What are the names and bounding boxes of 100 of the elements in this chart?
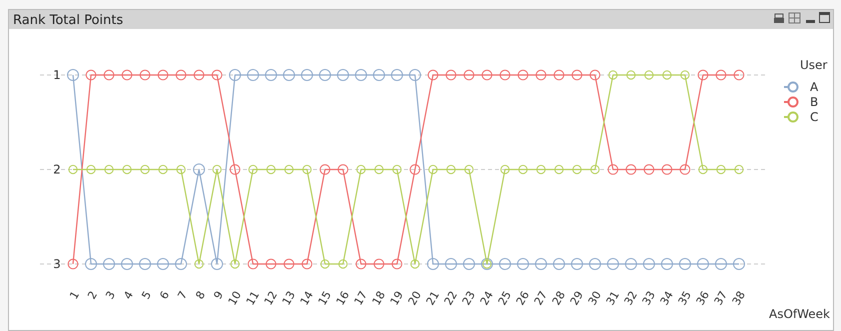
point bbox=[193, 164, 205, 176]
point bbox=[698, 164, 708, 174]
point bbox=[590, 164, 600, 174]
x-tick-label: 13 bbox=[280, 288, 298, 308]
point bbox=[644, 70, 654, 80]
point bbox=[86, 164, 96, 174]
point bbox=[391, 69, 403, 81]
point bbox=[662, 70, 672, 80]
point bbox=[104, 70, 114, 80]
point bbox=[679, 258, 691, 270]
point bbox=[68, 258, 78, 270]
x-tick-label: 29 bbox=[568, 288, 586, 308]
point bbox=[482, 70, 492, 80]
point bbox=[644, 164, 654, 175]
y-tick-label: 2 bbox=[53, 162, 61, 177]
point bbox=[337, 69, 349, 81]
x-tick-label: 22 bbox=[442, 288, 460, 308]
point bbox=[445, 258, 457, 270]
point bbox=[140, 164, 150, 174]
x-tick-label: 35 bbox=[676, 288, 694, 308]
x-tick-label: 24 bbox=[478, 288, 496, 308]
x-tick-label: 26 bbox=[514, 288, 532, 308]
legend-label: C bbox=[810, 110, 818, 124]
point bbox=[446, 164, 456, 174]
point bbox=[428, 164, 438, 174]
point bbox=[104, 164, 114, 174]
point bbox=[338, 259, 348, 269]
point bbox=[589, 258, 601, 270]
point bbox=[248, 164, 258, 174]
point bbox=[625, 258, 637, 270]
x-tick-label: 11 bbox=[244, 288, 262, 308]
legend-label: B bbox=[810, 95, 818, 110]
point bbox=[338, 164, 348, 175]
x-tick-label: 4 bbox=[121, 288, 136, 302]
x-tick-label: 33 bbox=[640, 288, 658, 308]
point bbox=[103, 258, 115, 270]
point bbox=[697, 258, 709, 270]
point bbox=[121, 258, 133, 270]
x-tick-label: 37 bbox=[712, 288, 730, 308]
point bbox=[68, 164, 78, 174]
point bbox=[608, 70, 618, 80]
point bbox=[446, 70, 456, 80]
point bbox=[248, 258, 258, 270]
point bbox=[410, 164, 420, 175]
point bbox=[428, 70, 438, 80]
point bbox=[643, 258, 655, 270]
point bbox=[392, 164, 402, 174]
x-tick-label: 23 bbox=[460, 288, 478, 308]
x-tick-label: 9 bbox=[211, 288, 226, 302]
point bbox=[302, 164, 312, 174]
point bbox=[590, 70, 600, 80]
x-tick-label: 15 bbox=[316, 288, 334, 308]
point bbox=[553, 258, 565, 270]
x-tick-label: 17 bbox=[352, 288, 370, 308]
point bbox=[86, 70, 96, 80]
point bbox=[320, 164, 330, 175]
y-tick-label: 1 bbox=[53, 68, 61, 82]
point bbox=[176, 70, 186, 80]
point bbox=[571, 258, 583, 270]
point bbox=[626, 164, 636, 175]
point bbox=[554, 70, 564, 80]
chart-title: Rank Total Points bbox=[13, 13, 124, 28]
point bbox=[157, 258, 169, 270]
point bbox=[698, 70, 708, 80]
point bbox=[626, 70, 636, 80]
x-tick-label: 8 bbox=[193, 288, 208, 302]
x-tick-label: 25 bbox=[496, 288, 514, 308]
x-tick-label: 12 bbox=[262, 288, 280, 308]
point bbox=[175, 258, 187, 270]
x-tick-label: 38 bbox=[730, 288, 748, 308]
point bbox=[608, 164, 618, 175]
point bbox=[302, 258, 312, 270]
point bbox=[356, 164, 366, 174]
point bbox=[374, 258, 384, 270]
point bbox=[716, 164, 726, 174]
point bbox=[536, 164, 546, 174]
x-tick-label: 21 bbox=[424, 288, 442, 308]
point bbox=[158, 164, 168, 174]
x-tick-label: 14 bbox=[298, 288, 316, 308]
point bbox=[716, 70, 726, 80]
x-tick-label: 3 bbox=[103, 288, 118, 302]
point bbox=[463, 258, 475, 270]
point bbox=[139, 258, 151, 270]
x-tick-label: 6 bbox=[157, 288, 172, 302]
point bbox=[464, 70, 474, 80]
x-tick-label: 7 bbox=[175, 288, 190, 302]
point bbox=[266, 258, 276, 270]
point bbox=[301, 69, 313, 81]
legend-label: A bbox=[810, 80, 819, 94]
point bbox=[607, 258, 619, 270]
point bbox=[212, 70, 222, 80]
point bbox=[518, 164, 528, 174]
point bbox=[283, 69, 295, 81]
x-tick-label: 18 bbox=[370, 288, 388, 308]
point bbox=[572, 70, 582, 80]
point bbox=[409, 69, 421, 81]
point bbox=[158, 70, 168, 80]
point bbox=[733, 258, 745, 270]
point bbox=[373, 69, 385, 81]
point bbox=[662, 164, 672, 175]
